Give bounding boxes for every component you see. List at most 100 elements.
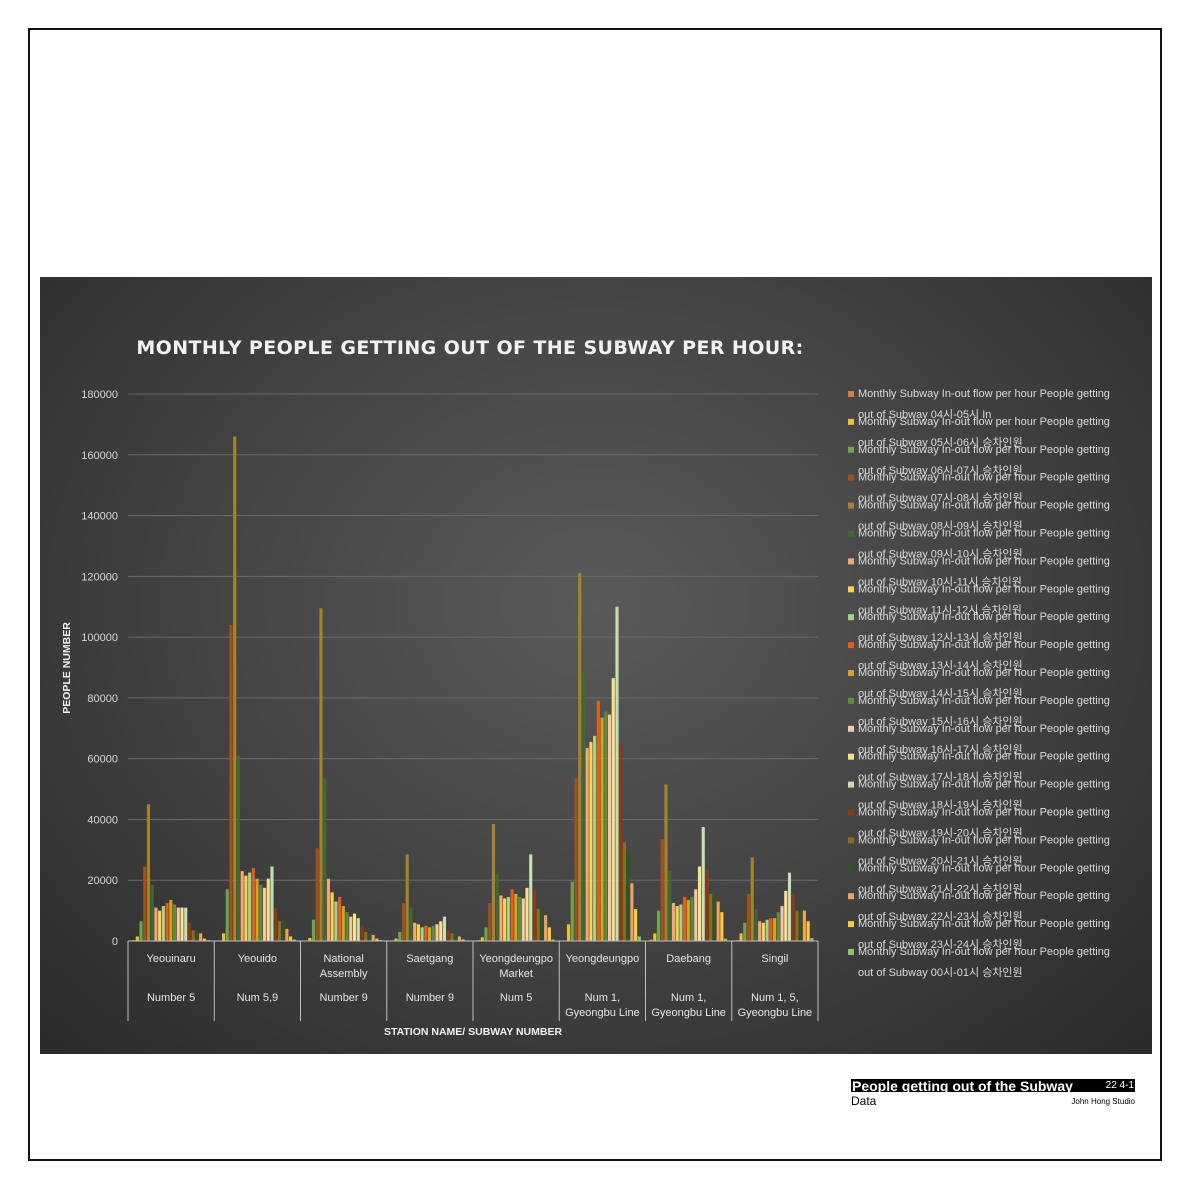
bar xyxy=(488,903,492,941)
bar xyxy=(165,903,169,941)
bar xyxy=(593,735,597,942)
legend-swatch xyxy=(848,893,854,900)
bar xyxy=(270,866,274,941)
legend-swatch xyxy=(848,949,854,955)
bar xyxy=(503,898,507,941)
bar xyxy=(637,936,641,941)
category-line-label: Num 1, 5, Gyeongbu Line xyxy=(738,992,813,1019)
bar xyxy=(514,893,518,941)
bar xyxy=(806,921,810,941)
bar xyxy=(574,778,578,941)
x-axis: Yeouinaru Number 5 Yeouido Num 5,9 National A… xyxy=(127,940,819,1021)
legend-swatch xyxy=(848,642,854,649)
bar xyxy=(480,937,484,941)
legend-swatch xyxy=(848,809,854,816)
legend-entry: Monthly Subway In-out flow per hour Peop… xyxy=(858,639,1110,672)
bar xyxy=(262,887,267,941)
footer-title: People getting out of the Subway xyxy=(852,1079,1073,1092)
bar xyxy=(694,889,698,941)
bar xyxy=(413,922,417,941)
bar xyxy=(330,892,334,941)
bar xyxy=(184,907,188,941)
bar xyxy=(233,436,237,941)
y-tick-label: 160000 xyxy=(81,450,118,462)
bar xyxy=(311,919,316,941)
bar xyxy=(712,893,716,941)
category-line-label: Number 5 xyxy=(147,992,195,1004)
legend-entry: Monthly Subway In-out flow per hour Peop… xyxy=(858,416,1110,449)
bars xyxy=(132,436,814,942)
bar xyxy=(690,896,694,941)
category-line-label: Num 5 xyxy=(500,992,532,1004)
bar xyxy=(754,909,758,941)
chart-title: MONTHLY PEOPLE GETTING OUT OF THE SUBWAY… xyxy=(136,337,803,359)
bar xyxy=(668,871,672,941)
legend-entry: Monthly Subway In-out flow per hour Peop… xyxy=(858,807,1110,840)
legend-swatch xyxy=(848,725,854,732)
bar xyxy=(660,839,664,941)
bar xyxy=(765,919,769,941)
bar xyxy=(622,842,626,941)
bar xyxy=(195,930,199,941)
legend-swatch xyxy=(848,474,854,481)
bar xyxy=(705,869,709,941)
bar xyxy=(338,896,342,941)
category-line-label: Num 5,9 xyxy=(237,992,279,1004)
bar xyxy=(345,912,349,941)
legend-swatch xyxy=(848,697,854,704)
legend-swatch xyxy=(848,502,854,509)
y-tick-label: 0 xyxy=(112,936,118,948)
y-tick-label: 60000 xyxy=(87,754,118,766)
legend-entry: Monthly Subway In-out flow per hour Peop… xyxy=(858,388,1110,421)
bar xyxy=(683,896,687,941)
bar xyxy=(671,903,675,941)
category-station-label: Singil xyxy=(761,953,788,965)
bar xyxy=(611,678,615,941)
bar xyxy=(202,938,206,941)
y-tick-label: 40000 xyxy=(87,814,118,826)
bar xyxy=(529,854,533,941)
legend-entry: Monthly Subway In-out flow per hour Peop… xyxy=(858,946,1110,979)
bar xyxy=(780,906,784,941)
bar xyxy=(619,744,623,941)
bar xyxy=(236,755,241,941)
footer-date: 22 4-1 xyxy=(1105,1080,1134,1091)
legend-entry: Monthly Subway In-out flow per hour Peop… xyxy=(858,695,1110,728)
bar xyxy=(709,893,713,941)
bar xyxy=(525,887,529,941)
legend-swatch xyxy=(848,670,854,676)
legend-swatch xyxy=(848,558,854,565)
bar xyxy=(810,937,814,941)
bar xyxy=(225,889,229,941)
bar xyxy=(446,930,450,941)
bar xyxy=(600,717,604,941)
bar xyxy=(773,918,777,941)
footer-subtitle: Data xyxy=(851,1094,877,1108)
page-frame xyxy=(28,28,1162,1161)
legend-entry: Monthly Subway In-out flow per hour Peop… xyxy=(858,779,1110,812)
bar xyxy=(585,748,589,941)
legend-entry: Monthly Subway In-out flow per hour Peop… xyxy=(858,611,1110,644)
bar xyxy=(802,910,806,941)
bar xyxy=(799,907,803,941)
bar xyxy=(697,866,702,941)
bar xyxy=(634,909,638,941)
bar xyxy=(450,933,454,941)
bar xyxy=(521,898,525,941)
legend-entry: Monthly Subway In-out flow per hour Peop… xyxy=(858,918,1110,951)
y-tick-label: 80000 xyxy=(87,693,118,705)
bar xyxy=(405,854,409,941)
bar xyxy=(656,910,661,941)
legend-swatch xyxy=(848,614,854,621)
bar xyxy=(664,784,668,941)
bar xyxy=(607,714,612,941)
legend-swatch xyxy=(848,921,854,928)
legend-entry: Monthly Subway In-out flow per hour Peop… xyxy=(858,555,1110,588)
bar xyxy=(289,936,293,941)
bar xyxy=(739,933,743,941)
bar xyxy=(544,915,548,941)
y-axis-title: PEOPLE NUMBER xyxy=(61,622,73,714)
bar xyxy=(536,909,540,941)
bar xyxy=(158,910,162,941)
legend-swatch xyxy=(848,837,854,844)
